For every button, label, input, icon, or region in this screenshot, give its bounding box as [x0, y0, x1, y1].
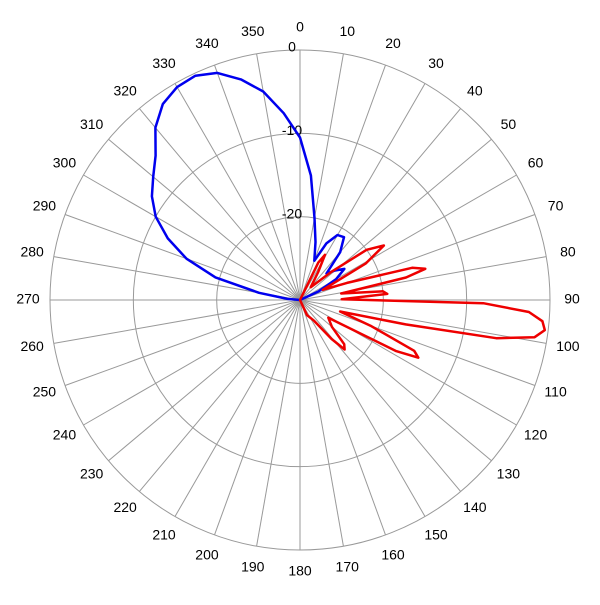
theta-tick-label: 200 — [195, 546, 219, 562]
spoke — [299, 299, 386, 536]
theta-tick-label: 130 — [497, 466, 521, 482]
theta-tick-label: 340 — [195, 35, 219, 51]
spoke — [299, 108, 462, 301]
theta-tick-label: 160 — [381, 546, 405, 562]
theta-tick-label: 80 — [560, 243, 576, 259]
theta-tick-label: 350 — [241, 23, 265, 39]
theta-tick-label: 70 — [548, 198, 564, 214]
spoke — [83, 299, 301, 426]
theta-tick-label: 20 — [385, 35, 401, 51]
theta-tick-label: 270 — [16, 291, 40, 307]
theta-tick-label: 180 — [288, 563, 312, 579]
theta-tick-label: 170 — [336, 559, 360, 575]
spoke — [214, 299, 301, 536]
pattern-line — [298, 244, 547, 359]
theta-tick-label: 50 — [501, 116, 517, 132]
theta-tick-label: 260 — [20, 338, 44, 354]
theta-tick-label: 210 — [152, 526, 176, 542]
theta-tick-label: 60 — [528, 155, 544, 171]
spoke — [138, 299, 301, 492]
spoke — [108, 299, 301, 462]
theta-tick-label: 110 — [544, 384, 567, 400]
theta-tick-label: 150 — [424, 526, 448, 542]
spoke — [299, 299, 536, 386]
spoke — [256, 53, 301, 301]
theta-tick-label: 230 — [80, 466, 104, 482]
theta-tick-label: 320 — [113, 82, 137, 98]
theta-tick-label: 90 — [564, 291, 580, 307]
r-tick-label: -20 — [282, 205, 302, 221]
spoke — [53, 299, 301, 344]
theta-tick-label: 330 — [152, 55, 176, 71]
spoke — [83, 174, 301, 301]
theta-tick-label: 140 — [463, 499, 487, 515]
pattern-line — [150, 71, 346, 302]
theta-tick-label: 40 — [467, 82, 483, 98]
spoke — [299, 138, 492, 301]
spoke — [174, 83, 301, 301]
theta-tick-label: 100 — [556, 338, 580, 354]
spoke — [64, 299, 301, 386]
theta-tick-label: 310 — [80, 116, 104, 132]
spoke — [214, 64, 301, 301]
theta-tick-label: 10 — [339, 23, 355, 39]
spoke — [299, 299, 547, 344]
spoke — [138, 108, 301, 301]
spoke — [299, 53, 344, 301]
spoke — [256, 299, 301, 547]
spoke — [299, 299, 344, 547]
ring — [132, 132, 468, 468]
spoke — [299, 299, 426, 517]
theta-tick-label: 30 — [428, 55, 444, 71]
theta-tick-label: 280 — [20, 243, 44, 259]
theta-tick-label: 0 — [296, 19, 304, 35]
spoke — [108, 138, 301, 301]
theta-tick-label: 300 — [53, 155, 77, 171]
theta-tick-label: 290 — [33, 198, 57, 214]
theta-tick-label: 250 — [33, 384, 57, 400]
spoke — [64, 214, 301, 301]
theta-tick-label: 190 — [241, 559, 265, 575]
r-tick-label: 0 — [288, 39, 296, 55]
theta-tick-label: 220 — [113, 499, 137, 515]
theta-tick-label: 240 — [53, 427, 77, 443]
spoke — [299, 299, 462, 492]
spoke — [174, 299, 301, 517]
ring — [49, 49, 551, 551]
theta-tick-label: 120 — [524, 427, 548, 443]
